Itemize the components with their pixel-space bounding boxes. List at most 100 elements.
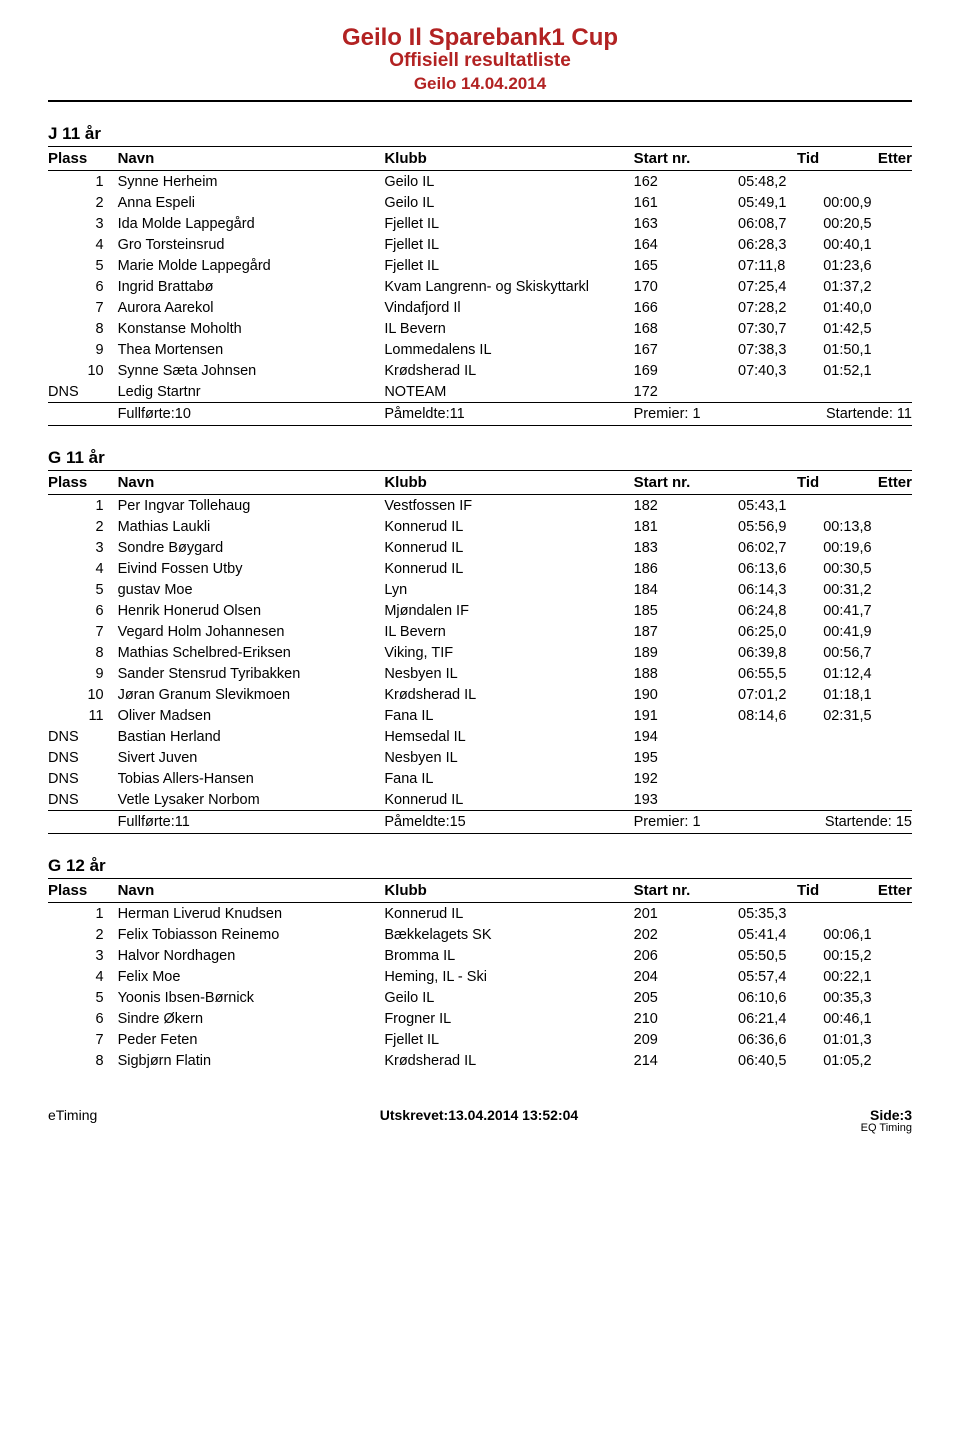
table-row: 8Konstanse MoholthIL Bevern16807:30,701:…	[48, 318, 912, 339]
cell-tid	[738, 747, 819, 768]
cell-plass: 11	[48, 705, 118, 726]
cell-navn: Sivert Juven	[118, 747, 385, 768]
cell-start: 184	[634, 579, 738, 600]
table-row: 7Aurora AarekolVindafjord Il16607:28,201…	[48, 297, 912, 318]
cell-etter: 00:56,7	[819, 642, 912, 663]
table-row: 9Thea MortensenLommedalens IL16707:38,30…	[48, 339, 912, 360]
cell-tid: 07:01,2	[738, 684, 819, 705]
cell-etter: 02:31,5	[819, 705, 912, 726]
col-plass: Plass	[48, 471, 118, 495]
cell-tid	[738, 381, 819, 403]
cell-plass: 4	[48, 966, 118, 987]
table-row: 7Vegard Holm JohannesenIL Bevern18706:25…	[48, 621, 912, 642]
cell-etter	[819, 903, 912, 925]
cell-klubb: IL Bevern	[384, 621, 633, 642]
cell-navn: Thea Mortensen	[118, 339, 385, 360]
cell-klubb: Krødsherad IL	[384, 684, 633, 705]
cell-plass: 6	[48, 1008, 118, 1029]
summary-fullforte: Fullførte:11	[118, 811, 385, 834]
event-title: Geilo Il Sparebank1 Cup	[48, 24, 912, 52]
summary-premier: Premier: 1	[634, 403, 820, 426]
table-row: 10Synne Sæta JohnsenKrødsherad IL16907:4…	[48, 360, 912, 381]
cell-tid: 07:25,4	[738, 276, 819, 297]
cell-tid: 06:28,3	[738, 234, 819, 255]
cell-start: 168	[634, 318, 738, 339]
cell-navn: Konstanse Moholth	[118, 318, 385, 339]
cell-start: 194	[634, 726, 738, 747]
cell-tid: 06:14,3	[738, 579, 819, 600]
cell-plass: DNS	[48, 768, 118, 789]
table-row: 8Sigbjørn FlatinKrødsherad IL21406:40,50…	[48, 1050, 912, 1071]
cell-plass: DNS	[48, 747, 118, 768]
cell-etter: 00:06,1	[819, 924, 912, 945]
table-row: 3Sondre BøygardKonnerud IL18306:02,700:1…	[48, 537, 912, 558]
cell-klubb: Frogner IL	[384, 1008, 633, 1029]
cell-navn: Ingrid Brattabø	[118, 276, 385, 297]
table-row: 2Anna EspeliGeilo IL16105:49,100:00,9	[48, 192, 912, 213]
page-footer: eTiming Utskrevet:13.04.2014 13:52:04 Si…	[48, 1107, 912, 1134]
cell-etter: 01:42,5	[819, 318, 912, 339]
cell-klubb: Konnerud IL	[384, 789, 633, 811]
summary-premier: Premier: 1	[634, 811, 820, 834]
cell-klubb: Bromma IL	[384, 945, 633, 966]
cell-klubb: Fjellet IL	[384, 1029, 633, 1050]
cell-etter	[819, 726, 912, 747]
cell-start: 185	[634, 600, 738, 621]
cell-plass: 10	[48, 684, 118, 705]
cell-etter: 01:01,3	[819, 1029, 912, 1050]
cell-tid: 05:35,3	[738, 903, 819, 925]
cell-tid: 07:28,2	[738, 297, 819, 318]
cell-navn: Synne Sæta Johnsen	[118, 360, 385, 381]
cell-etter: 00:40,1	[819, 234, 912, 255]
cell-start: 205	[634, 987, 738, 1008]
cell-plass: 3	[48, 213, 118, 234]
cell-klubb: Krødsherad IL	[384, 1050, 633, 1071]
col-navn: Navn	[118, 147, 385, 171]
footer-left: eTiming	[48, 1107, 97, 1134]
cell-tid: 06:39,8	[738, 642, 819, 663]
cell-klubb: Geilo IL	[384, 987, 633, 1008]
col-tid: Tid	[738, 471, 819, 495]
cell-plass: 5	[48, 987, 118, 1008]
col-navn: Navn	[118, 879, 385, 903]
cell-tid: 06:10,6	[738, 987, 819, 1008]
cell-etter: 00:22,1	[819, 966, 912, 987]
cell-klubb: Nesbyen IL	[384, 747, 633, 768]
table-row: 3Ida Molde LappegårdFjellet IL16306:08,7…	[48, 213, 912, 234]
section-title: J 11 år	[48, 124, 912, 144]
cell-tid: 06:08,7	[738, 213, 819, 234]
cell-start: 167	[634, 339, 738, 360]
table-row: DNSBastian HerlandHemsedal IL194	[48, 726, 912, 747]
cell-start: 193	[634, 789, 738, 811]
cell-klubb: Viking, TIF	[384, 642, 633, 663]
results-table: PlassNavnKlubbStart nr.TidEtter1Per Ingv…	[48, 470, 912, 834]
col-start: Start nr.	[634, 147, 738, 171]
cell-klubb: Konnerud IL	[384, 516, 633, 537]
cell-klubb: Geilo IL	[384, 192, 633, 213]
summary-fullforte: Fullførte:10	[118, 403, 385, 426]
cell-plass: 2	[48, 924, 118, 945]
col-start: Start nr.	[634, 879, 738, 903]
cell-etter: 01:50,1	[819, 339, 912, 360]
col-etter: Etter	[819, 471, 912, 495]
cell-tid	[738, 789, 819, 811]
event-subtitle2: Geilo 14.04.2014	[48, 74, 912, 94]
cell-start: 204	[634, 966, 738, 987]
cell-plass: 9	[48, 339, 118, 360]
table-row: 1Herman Liverud KnudsenKonnerud IL20105:…	[48, 903, 912, 925]
summary-row: Fullførte:10Påmeldte:11Premier: 1Starten…	[48, 403, 912, 426]
cell-navn: Sigbjørn Flatin	[118, 1050, 385, 1071]
section-title: G 12 år	[48, 856, 912, 876]
cell-tid: 06:36,6	[738, 1029, 819, 1050]
cell-etter	[819, 495, 912, 517]
cell-plass: 5	[48, 579, 118, 600]
summary-pameldte: Påmeldte:11	[384, 403, 633, 426]
cell-plass: 8	[48, 1050, 118, 1071]
event-subtitle1: Offisiell resultatliste	[48, 50, 912, 72]
cell-navn: Ida Molde Lappegård	[118, 213, 385, 234]
cell-klubb: Kvam Langrenn- og Skiskyttarkl	[384, 276, 633, 297]
cell-plass: 5	[48, 255, 118, 276]
cell-klubb: Fana IL	[384, 768, 633, 789]
cell-start: 169	[634, 360, 738, 381]
cell-etter: 00:46,1	[819, 1008, 912, 1029]
